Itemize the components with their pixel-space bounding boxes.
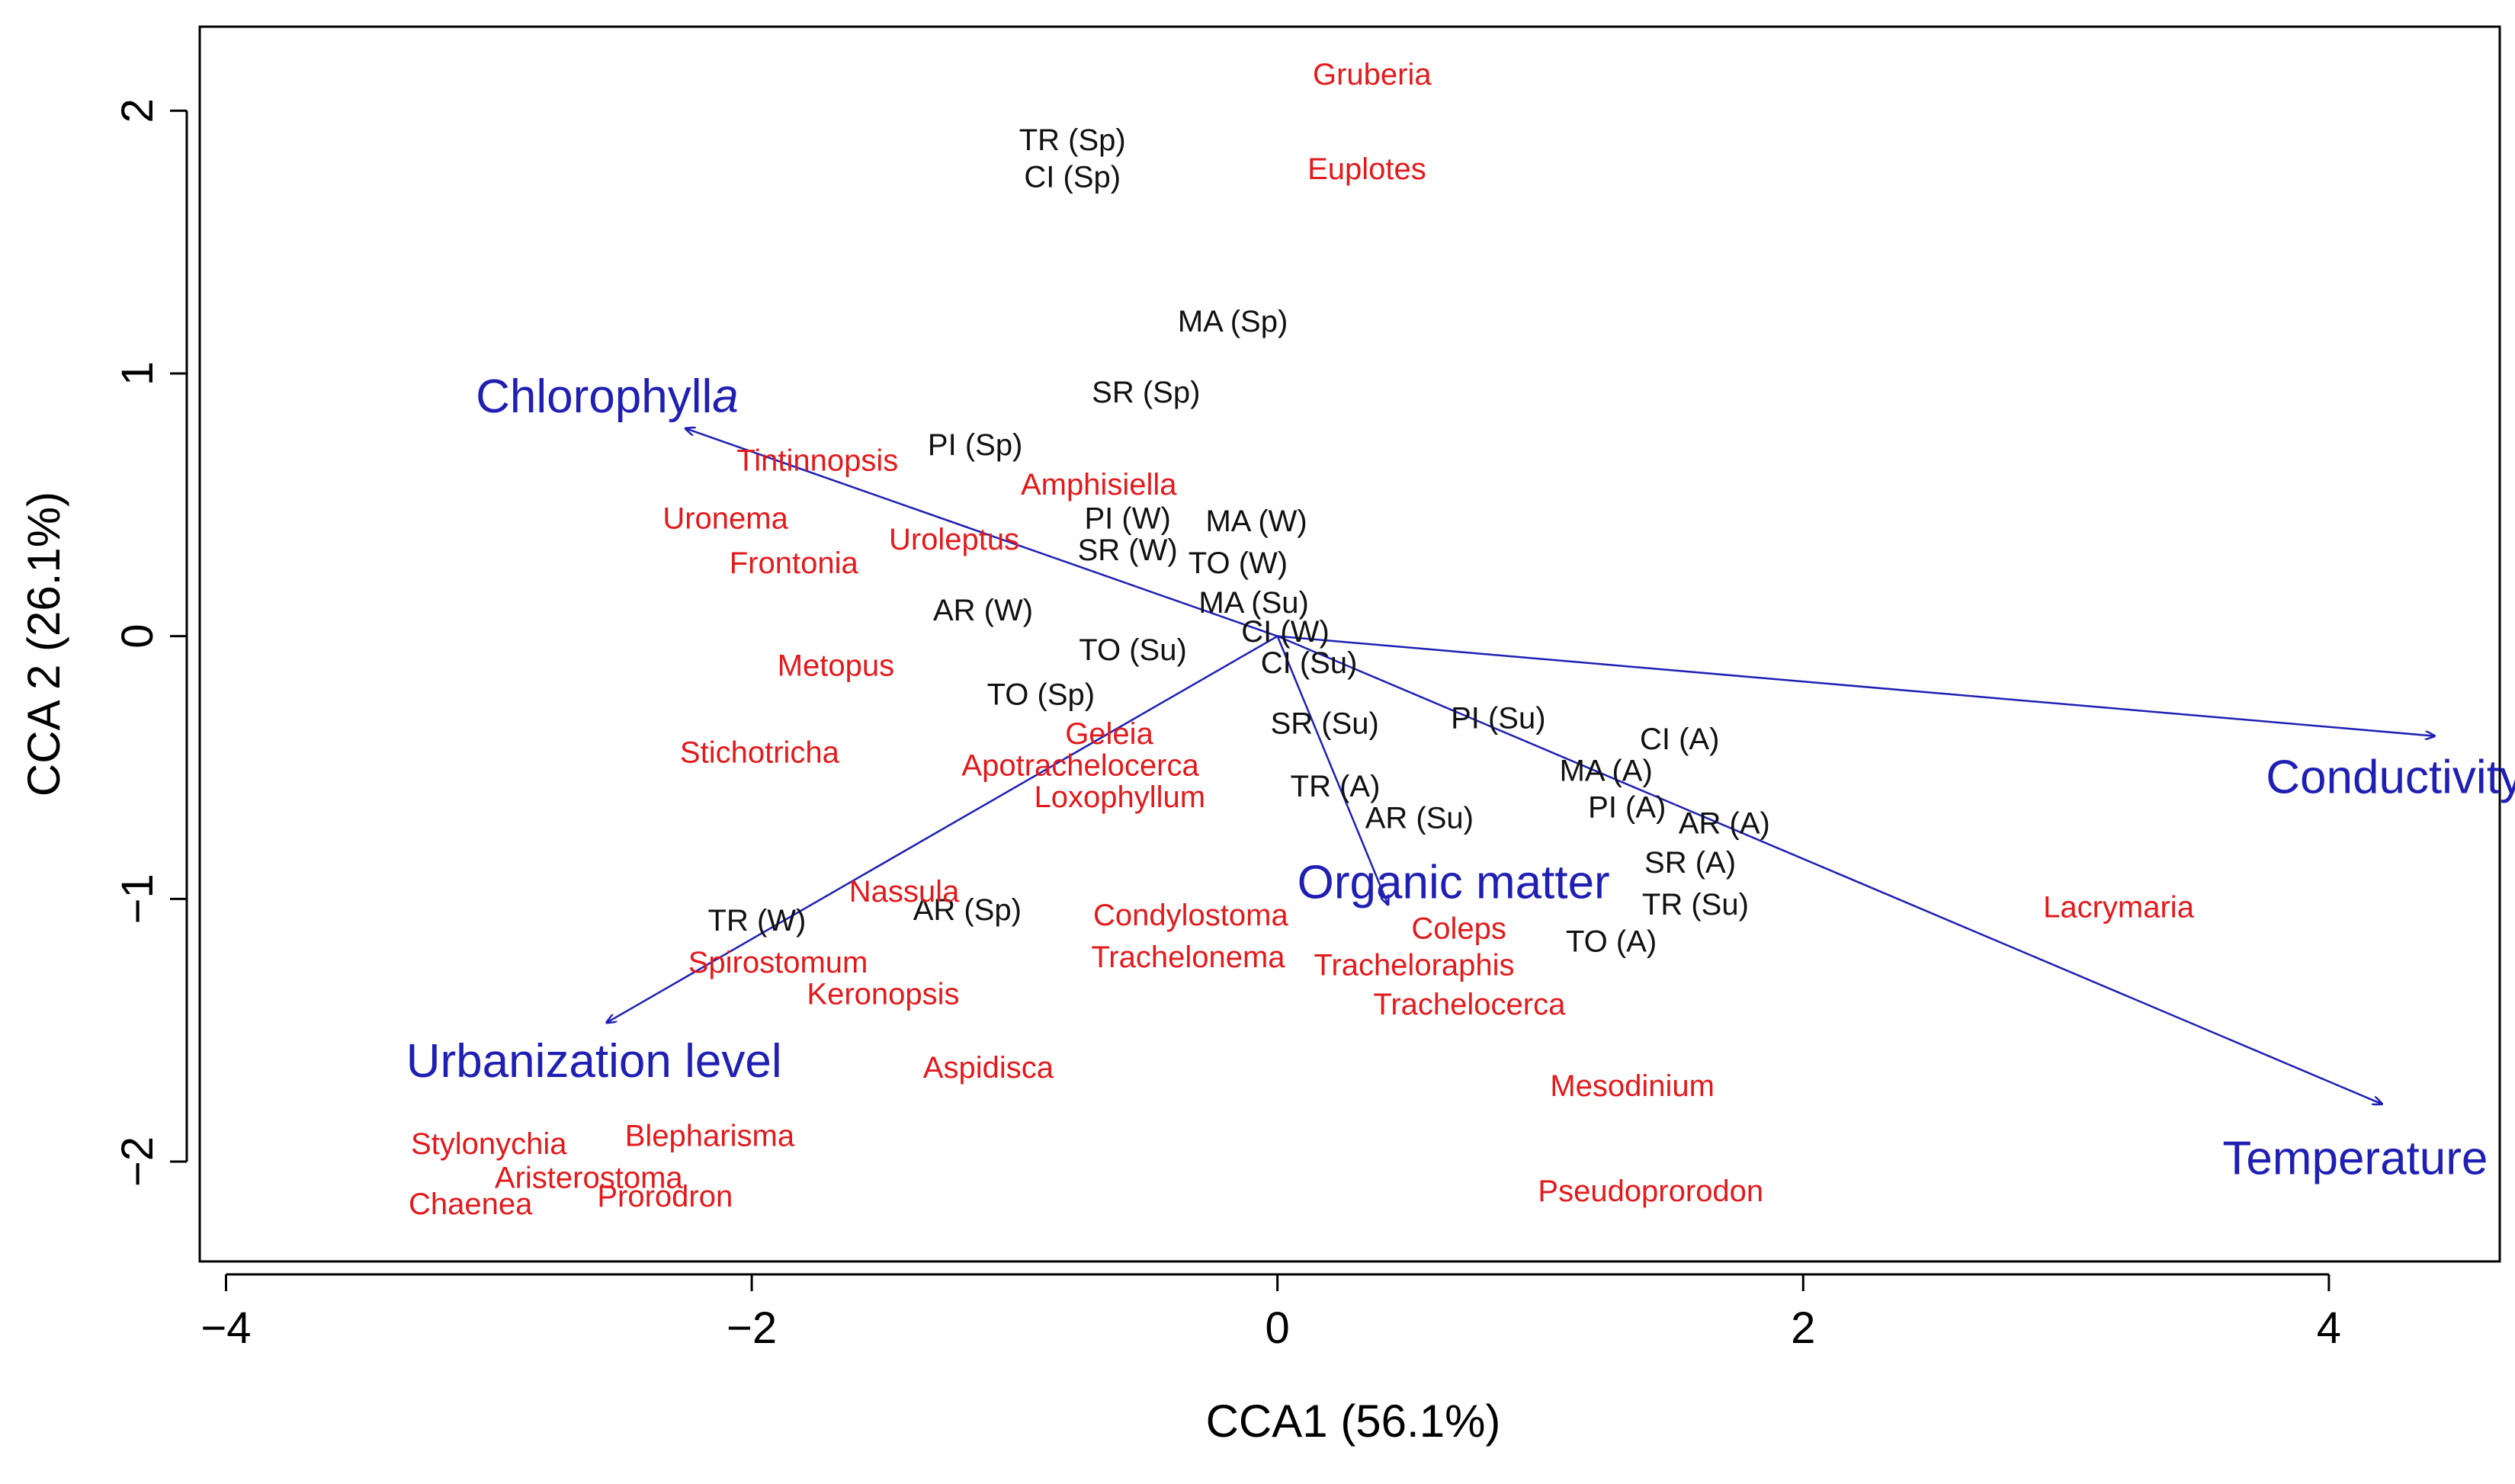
species-label: Aspidisca [923,1051,1054,1085]
env-label-suffix: a [712,370,738,423]
y-tick-label: 0 [113,624,162,649]
species-label: Tracheloraphis [1314,949,1514,982]
y-tick-label: 2 [113,98,162,123]
x-tick-label: −4 [200,1303,251,1353]
species-label: Uronema [662,502,788,536]
env-label-organic-matter: Organic matter [1298,856,1610,909]
species-label: Loxophyllum [1035,780,1206,814]
env-vector-chlorophyll [686,428,1278,637]
site-label: TR (Sp) [1019,123,1126,157]
site-label: MA (Sp) [1178,305,1288,338]
site-label: TO (A) [1566,925,1657,958]
x-tick-label: −2 [727,1303,777,1353]
site-label: AR (Su) [1365,801,1474,835]
site-label: CI (Su) [1261,646,1358,680]
site-labels: TR (Sp)CI (Sp) MA (Sp) SR (Sp) PI (Sp) PI (W… [708,123,1770,958]
env-label-conductivity: Conductivity [2266,752,2515,804]
species-label: Geleia [1065,717,1153,751]
environmental-vectors [607,428,2433,1104]
environmental-labels: Chlorophylla Conductivity Temperature Urban… [406,370,2515,1185]
y-tick-label: −1 [113,873,162,924]
site-label: AR (W) [933,594,1033,627]
species-labels: GruberiaEuplotesTintinnopsisAmphisiellaU… [409,58,2195,1221]
env-label-temperature: Temperature [2222,1132,2488,1184]
species-label: Blepharisma [625,1120,795,1153]
site-label: AR (A) [1679,806,1770,840]
species-label: Stylonychia [411,1127,567,1161]
site-label: TO (W) [1189,546,1288,580]
species-label: Nassula [849,875,960,909]
site-label: TR (W) [708,904,807,938]
species-label: Apotrachelocerca [961,749,1199,783]
site-label: PI (Sp) [928,428,1022,462]
env-vector-conductivity [1277,635,2434,736]
site-label: MA (Su) [1198,586,1308,620]
site-label: PI (W) [1084,502,1170,536]
site-label: TO (Su) [1079,633,1187,667]
site-label: TO (Sp) [987,678,1096,711]
species-label: Aristerostoma [495,1162,683,1195]
env-vector-urbanization-level [607,635,1278,1023]
env-label-urbanization-level: Urbanization level [406,1035,782,1088]
site-label: PI (Su) [1451,702,1545,736]
site-label: TR (Su) [1642,888,1749,921]
species-label: Lacrymaria [2043,891,2195,925]
env-vector-temperature [1277,635,2382,1104]
site-label: CI (A) [1640,723,1719,756]
site-label: TR (A) [1291,770,1381,803]
y-tick-label: −2 [113,1136,162,1187]
species-label: Metopus [778,649,894,683]
species-label: Tintinnopsis [736,444,898,478]
site-label: SR (A) [1644,846,1736,880]
x-axis-title: CCA1 (56.1%) [1206,1396,1501,1447]
site-label: SR (Sp) [1092,376,1200,409]
species-label: Frontonia [730,546,859,580]
y-axis-title: CCA 2 (26.1%) [18,492,69,796]
x-tick-label: 2 [1791,1303,1815,1353]
site-label: MA (W) [1205,505,1307,538]
species-label: Amphisiella [1021,468,1177,502]
x-tick-label: 4 [2317,1303,2341,1353]
site-label: PI (A) [1588,791,1666,825]
species-label: Keronopsis [807,977,959,1011]
species-label: Condylostoma [1093,899,1288,932]
species-label: Coleps [1411,912,1506,945]
site-label: SR (W) [1078,534,1178,567]
species-label: Trachelonema [1091,941,1285,974]
species-label: Pseudoprorodon [1538,1175,1763,1208]
species-label: Stichotricha [680,736,840,769]
site-label: SR (Su) [1271,707,1379,740]
env-vector-organic-matter [1276,636,1388,905]
species-label: Prorodron [597,1180,733,1213]
y-axis: −2 −1 0 1 2 [113,98,188,1187]
species-label: Euplotes [1307,152,1426,186]
site-label: CI (W) [1241,615,1330,649]
species-label: Mesodinium [1550,1069,1715,1103]
site-label: CI (Sp) [1024,160,1121,194]
site-label: MA (A) [1560,754,1653,787]
species-label: Spirostomum [688,946,868,979]
site-label: AR (Sp) [913,893,1022,927]
y-tick-label: 1 [113,361,162,386]
species-label: Uroleptus [889,523,1019,556]
species-label: Chaenea [409,1188,533,1221]
species-label: Trachelocerca [1373,988,1566,1021]
plot-frame [198,25,2501,1263]
species-label: Gruberia [1313,58,1432,91]
env-label-chlorophyll: Chlorophylla [476,370,739,423]
x-tick-label: 0 [1266,1303,1290,1353]
x-axis: −4 −2 0 2 4 [200,1273,2341,1353]
